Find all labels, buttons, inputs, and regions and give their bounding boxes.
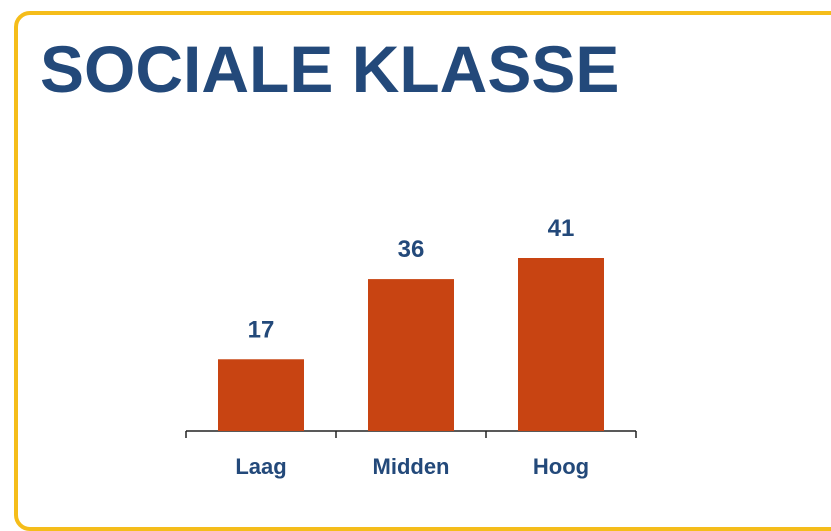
chart: SOCIALE KLASSE Laag 17 Midden 36 Hoog 41 [40, 32, 637, 479]
x-tick-label: Midden [373, 454, 450, 479]
page: {"chart_data": {"type": "bar", "title": … [14, 11, 831, 531]
x-tick-label: Laag [235, 454, 286, 479]
data-label: 36 [398, 236, 425, 263]
x-tick-label: Hoog [533, 454, 589, 479]
data-label: 41 [548, 215, 575, 242]
bar [518, 258, 604, 431]
bar [218, 359, 304, 431]
data-label: 17 [248, 316, 275, 343]
card-frame [14, 11, 831, 531]
chart-title: SOCIALE KLASSE [40, 32, 619, 106]
bar [368, 279, 454, 431]
